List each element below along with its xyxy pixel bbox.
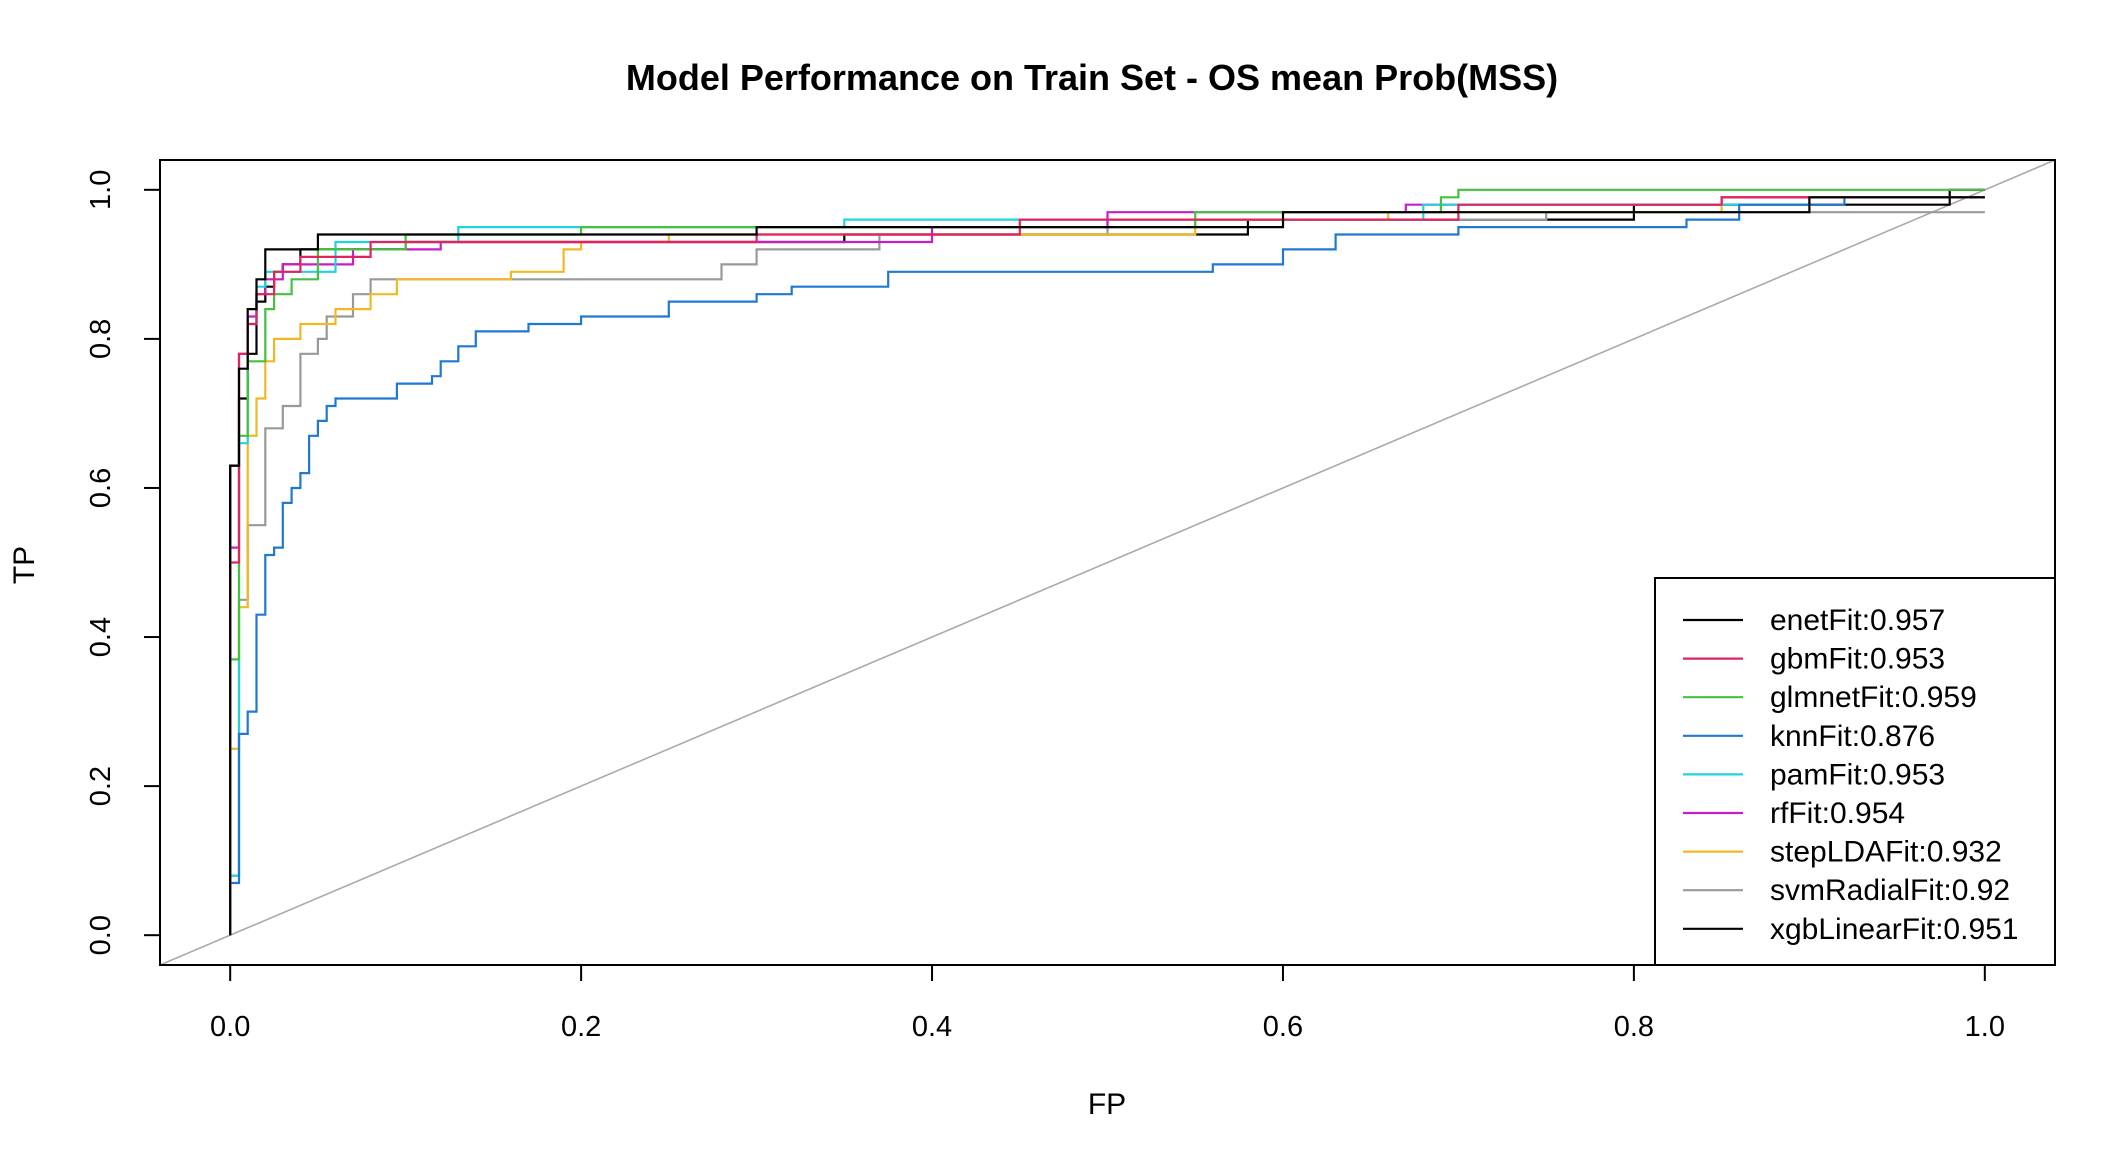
y-axis: 0.0 0.2 0.4 0.6 0.8 1.0	[85, 170, 161, 955]
legend-label: gbmFit:0.953	[1770, 643, 1945, 676]
roc-series-gbmFit	[229, 196, 1985, 936]
legend-label: glmnetFit:0.959	[1770, 681, 1977, 714]
x-tick-label: 1.0	[1965, 1011, 2005, 1043]
legend-label: xgbLinearFit:0.951	[1770, 913, 2019, 946]
x-tick-label: 0.0	[210, 1011, 250, 1043]
y-tick-label: 0.8	[85, 319, 117, 359]
plot-area	[160, 160, 2055, 965]
y-tick-label: 0.0	[85, 915, 117, 955]
roc-series-stepLDAFit	[229, 196, 1985, 936]
legend: enetFit:0.957 gbmFit:0.953 glmnetFit:0.959…	[1654, 577, 2056, 966]
roc-series-knnFit	[229, 196, 1985, 936]
x-tick-label: 0.8	[1614, 1011, 1654, 1043]
legend-label: knnFit:0.876	[1770, 720, 1935, 753]
legend-label: svmRadialFit:0.92	[1770, 874, 2010, 907]
legend-label: rfFit:0.954	[1770, 797, 1905, 830]
chart-title: Model Performance on Train Set - OS mean…	[626, 57, 1558, 98]
x-axis: 0.0 0.2 0.4 0.6 0.8 1.0	[210, 964, 2005, 1043]
legend-label: enetFit:0.957	[1770, 604, 1945, 637]
y-tick-label: 0.2	[85, 766, 117, 806]
y-axis-label: TP	[8, 546, 41, 584]
reference-diagonal	[160, 160, 2055, 965]
legend-label: stepLDAFit:0.932	[1770, 836, 2002, 869]
legend-label: pamFit:0.953	[1770, 758, 1945, 791]
y-tick-label: 0.4	[85, 617, 117, 657]
legend-box	[1654, 577, 2056, 966]
x-axis-label: FP	[1088, 1088, 1126, 1121]
x-tick-label: 0.6	[1263, 1011, 1303, 1043]
y-tick-label: 0.6	[85, 468, 117, 508]
y-tick-label: 1.0	[85, 170, 117, 210]
x-tick-label: 0.4	[912, 1011, 952, 1043]
x-tick-label: 0.2	[561, 1011, 601, 1043]
roc-series-enetFit	[229, 196, 1985, 936]
